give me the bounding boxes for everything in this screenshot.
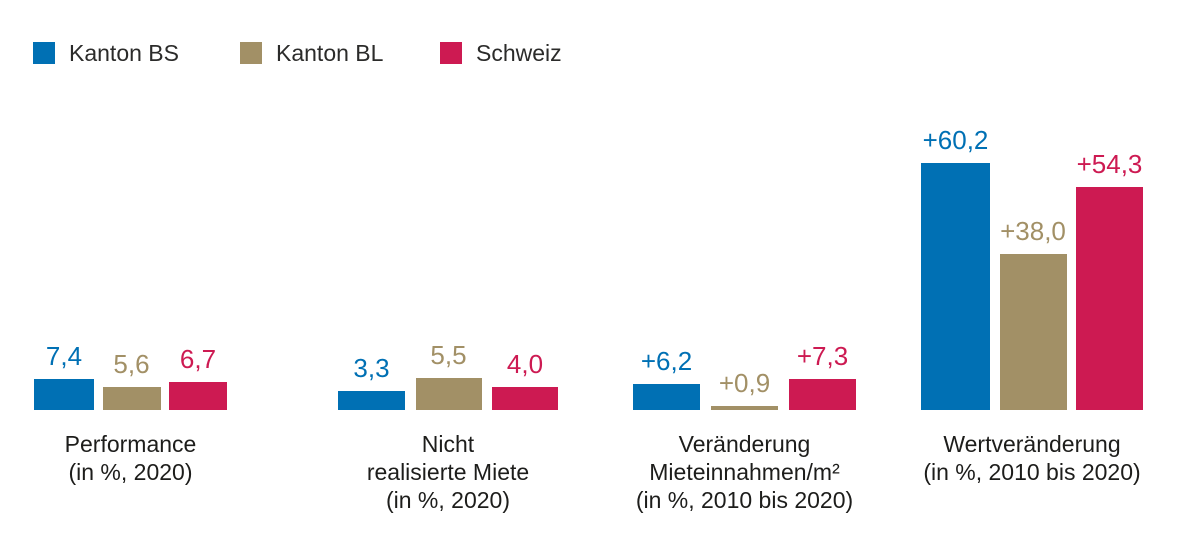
category-line: (in %, 2010 bis 2020) [923, 459, 1141, 485]
category-line: (in %, 2010 bis 2020) [635, 487, 854, 513]
bar-group-bars: +6,2 +0,9 +7,3 [633, 341, 856, 410]
bar-kanton-bs: +60,2 [921, 125, 990, 410]
bar-schweiz: +54,3 [1076, 149, 1143, 410]
bar-value-label: +54,3 [1076, 149, 1143, 179]
bar-schweiz: 6,7 [169, 344, 227, 410]
bar-value-label: 7,4 [45, 341, 83, 371]
bar-value-label: 5,6 [113, 349, 150, 379]
legend-label: Kanton BL [276, 39, 384, 66]
legend-swatch-kanton-bl [240, 42, 262, 64]
bar-value-label: +6,2 [640, 346, 693, 376]
category-line: Mieteinnahmen/m² [649, 459, 840, 485]
bar-value-label: 5,5 [430, 340, 467, 370]
category-label-veraenderung-mieteinnahmen: Veränderung Mieteinnahmen/m² (in %, 2010… [580, 430, 910, 514]
bar-value-label: +0,9 [718, 368, 771, 398]
legend-swatch-schweiz [440, 42, 462, 64]
legend-label: Schweiz [476, 39, 562, 66]
bar-group-bars: 3,3 5,5 4,0 [338, 340, 558, 410]
legend-item-kanton-bl: Kanton BL [240, 39, 384, 66]
category-line: (in %, 2020) [385, 487, 510, 513]
bar-kanton-bl: +0,9 [711, 368, 778, 410]
bar-group-bars: +60,2 +38,0 +54,3 [921, 125, 1143, 410]
bar-value-label: 6,7 [179, 344, 217, 374]
category-line: Veränderung [678, 431, 811, 457]
category-line: Performance [64, 431, 197, 457]
bar-group-performance: 7,4 5,6 6,7 Performance (in %, 2020) [34, 341, 227, 485]
bar-schweiz: +7,3 [789, 341, 856, 410]
bar-value-label: +38,0 [1000, 216, 1066, 246]
category-line: Nicht [421, 431, 475, 457]
category-line: Wertveränderung [943, 431, 1121, 457]
bar-kanton-bl: 5,5 [415, 340, 482, 410]
bar-schweiz: 4,0 [492, 349, 558, 410]
bar-group-veraenderung-mieteinnahmen: +6,2 +0,9 +7,3 Veränderung Mieteinnahmen… [633, 341, 856, 513]
category-label-wertveraenderung: Wertveränderung (in %, 2010 bis 2020) [867, 430, 1190, 486]
bar-value-label: 4,0 [506, 349, 544, 379]
legend-swatch-kanton-bs [33, 42, 55, 64]
category-line: (in %, 2020) [68, 459, 193, 485]
bar-kanton-bl: +38,0 [999, 216, 1067, 410]
bar-kanton-bs: +6,2 [633, 346, 700, 410]
legend-item-kanton-bs: Kanton BS [33, 39, 179, 66]
bar-kanton-bl: 5,6 [102, 349, 161, 410]
bar-group-nicht-realisierte-miete: 3,3 5,5 4,0 Nicht realisierte Miete (in … [338, 340, 558, 513]
category-label-performance: Performance (in %, 2020) [0, 430, 296, 486]
legend-item-schweiz: Schweiz [440, 39, 562, 66]
bar-value-label: +7,3 [796, 341, 849, 371]
category-line: realisierte Miete [366, 459, 530, 485]
legend-label: Kanton BS [69, 39, 179, 66]
bar-group-wertveraenderung: +60,2 +38,0 +54,3 Wertveränderung (in %,… [921, 125, 1143, 485]
bar-group-bars: 7,4 5,6 6,7 [34, 341, 227, 410]
category-label-nicht-realisierte-miete: Nicht realisierte Miete (in %, 2020) [283, 430, 613, 514]
bar-kanton-bs: 7,4 [34, 341, 94, 410]
bar-kanton-bs: 3,3 [338, 353, 405, 410]
bar-value-label: +60,2 [922, 125, 989, 155]
bar-value-label: 3,3 [353, 353, 390, 383]
